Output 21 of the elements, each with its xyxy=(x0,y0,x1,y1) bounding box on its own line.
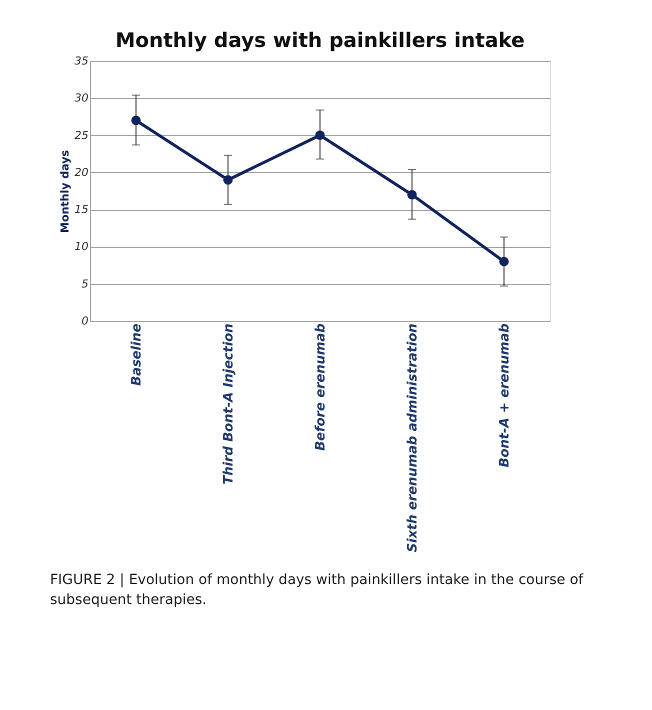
y-tick-label: 35 xyxy=(74,54,88,68)
x-tick-label: Bont-A + erenumab xyxy=(498,324,512,468)
chart-title: Monthly days with painkillers intake xyxy=(115,28,525,52)
y-tick-label: 0 xyxy=(82,314,88,328)
y-axis-title: Monthly days xyxy=(58,150,72,233)
y-tick-label: 30 xyxy=(74,92,88,105)
x-tick-label: Before erenumab xyxy=(314,324,328,451)
caption: FIGURE 2 | Evolution of monthly days with painkillers intake in the course of subsequent therapies. xyxy=(50,572,584,608)
point xyxy=(131,116,141,126)
y-tick-label: 25 xyxy=(74,128,88,142)
point xyxy=(315,130,325,140)
x-tick-label: Sixth erenumab administration xyxy=(406,324,420,552)
x-tick-label: Third Bont-A Injection xyxy=(222,324,236,485)
y-tick-label: 15 xyxy=(74,203,88,216)
point xyxy=(499,256,509,266)
x-tick-label: Baseline xyxy=(130,323,144,386)
y-tick-label: 5 xyxy=(82,277,88,290)
point xyxy=(223,175,233,185)
point xyxy=(407,190,417,200)
y-tick-label: 20 xyxy=(74,166,88,179)
y-tick-label: 10 xyxy=(74,240,88,254)
